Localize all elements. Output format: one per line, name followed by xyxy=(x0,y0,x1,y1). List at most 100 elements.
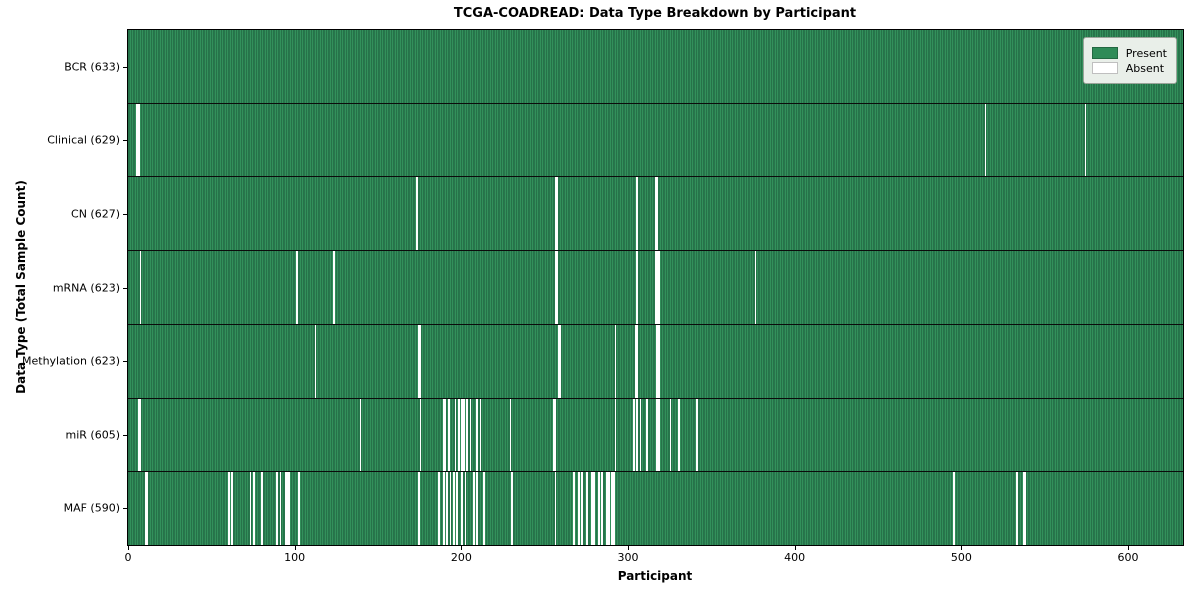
absent-stripe xyxy=(509,398,512,472)
absent-stripe xyxy=(473,472,475,546)
absent-stripe xyxy=(556,177,559,251)
x-tick-label: 500 xyxy=(950,551,972,564)
row-band-mir xyxy=(128,397,1183,472)
absent-stripe xyxy=(511,472,514,546)
absent-stripe xyxy=(458,398,460,472)
absent-stripe xyxy=(591,472,594,546)
absent-stripe xyxy=(608,472,610,546)
y-tick-mark xyxy=(123,287,127,289)
x-tick-mark xyxy=(128,546,129,550)
y-tick-mark xyxy=(123,66,127,68)
absent-stripe xyxy=(558,324,560,398)
absent-stripe xyxy=(253,472,255,546)
x-tick-label: 100 xyxy=(284,551,306,564)
absent-stripe xyxy=(466,398,469,472)
absent-stripe xyxy=(634,324,637,398)
absent-stripe xyxy=(261,472,264,546)
absent-stripe xyxy=(654,177,657,251)
absent-stripe xyxy=(461,472,464,546)
row-band-methylation xyxy=(128,323,1183,398)
absent-stripe xyxy=(463,398,465,472)
absent-stripe xyxy=(139,398,142,472)
absent-stripe xyxy=(639,398,642,472)
legend-label-absent: Absent xyxy=(1125,61,1165,75)
x-tick-label: 300 xyxy=(617,551,639,564)
absent-stripe xyxy=(279,472,282,546)
absent-stripe xyxy=(656,177,659,251)
absent-stripe xyxy=(658,251,660,324)
absent-stripe xyxy=(658,324,660,398)
x-tick-mark xyxy=(461,546,463,550)
x-tick-label: 600 xyxy=(1117,551,1139,564)
absent-stripe xyxy=(419,324,422,398)
absent-stripe xyxy=(556,251,559,324)
absent-stripe xyxy=(449,472,452,546)
absent-stripe xyxy=(1084,103,1087,177)
absent-stripe xyxy=(438,472,440,546)
x-tick-mark xyxy=(961,546,963,550)
absent-stripe xyxy=(559,324,562,398)
absent-stripe xyxy=(416,177,419,251)
absent-stripe xyxy=(601,472,604,546)
y-tick-label-cn: CN (627) xyxy=(71,207,120,221)
absent-stripe xyxy=(479,398,482,472)
absent-stripe xyxy=(654,251,657,324)
absent-stripe xyxy=(419,398,422,472)
x-tick-label: 400 xyxy=(784,551,806,564)
absent-stripe xyxy=(144,472,147,546)
absent-stripe xyxy=(636,398,639,472)
absent-stripe xyxy=(138,398,140,472)
absent-stripe xyxy=(636,324,639,398)
absent-stripe xyxy=(443,472,445,546)
absent-stripe xyxy=(984,103,987,177)
legend-label-present: Present xyxy=(1125,46,1167,60)
absent-stripe xyxy=(614,398,617,472)
absent-stripe xyxy=(298,472,300,546)
absent-stripe xyxy=(1016,472,1019,546)
absent-stripe xyxy=(658,398,660,472)
absent-stripe xyxy=(314,324,317,398)
x-tick-mark xyxy=(294,546,296,550)
absent-stripe xyxy=(646,398,649,472)
absent-stripe xyxy=(554,177,557,251)
absent-stripe xyxy=(636,251,639,324)
absent-stripe xyxy=(286,472,289,546)
absent-stripe xyxy=(1024,472,1027,546)
absent-stripe xyxy=(633,398,635,472)
row-band-clinical xyxy=(128,102,1183,177)
y-tick-mark xyxy=(123,434,127,436)
y-tick-label-mir: miR (605) xyxy=(65,428,121,442)
absent-stripe xyxy=(554,472,557,546)
absent-stripe xyxy=(249,472,252,546)
absent-stripe xyxy=(656,324,659,398)
row-band-cn xyxy=(128,176,1183,251)
absent-stripe xyxy=(554,251,557,324)
legend-swatch-absent-icon xyxy=(1091,62,1118,74)
absent-stripe xyxy=(446,472,449,546)
absent-stripe xyxy=(139,251,142,324)
x-tick-mark xyxy=(794,546,796,550)
y-tick-label-maf: MAF (590) xyxy=(63,501,120,515)
absent-stripe xyxy=(598,472,600,546)
absent-stripe xyxy=(231,472,234,546)
x-tick-mark xyxy=(628,546,629,550)
absent-stripe xyxy=(469,398,472,472)
absent-stripe xyxy=(606,472,609,546)
absent-stripe xyxy=(696,398,699,472)
absent-stripe xyxy=(418,324,420,398)
absent-stripe xyxy=(573,472,575,546)
row-band-mrna xyxy=(128,250,1183,324)
legend-entry-present: Present xyxy=(1091,46,1167,60)
absent-stripe xyxy=(483,472,485,546)
absent-stripe xyxy=(656,251,659,324)
y-tick-label-clinical: Clinical (629) xyxy=(47,133,120,147)
absent-stripe xyxy=(554,398,557,472)
absent-stripe xyxy=(476,398,479,472)
absent-stripe xyxy=(276,472,279,546)
absent-stripe xyxy=(754,251,757,324)
absent-stripe xyxy=(448,398,450,472)
absent-stripe xyxy=(1023,472,1025,546)
legend: Present Absent xyxy=(1082,37,1177,84)
absent-stripe xyxy=(288,472,290,546)
